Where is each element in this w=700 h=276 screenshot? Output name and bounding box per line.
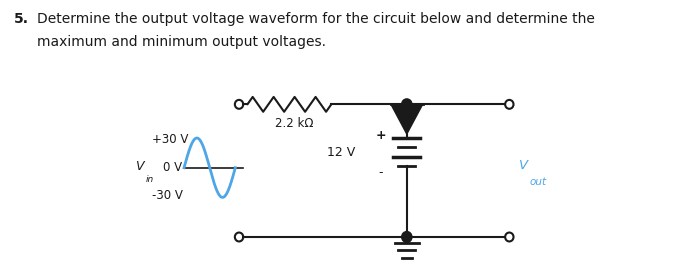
Circle shape: [402, 232, 412, 242]
Polygon shape: [391, 104, 423, 134]
Circle shape: [402, 99, 412, 110]
Text: 0 V: 0 V: [162, 161, 182, 174]
Text: maximum and minimum output voltages.: maximum and minimum output voltages.: [37, 35, 326, 49]
Text: -: -: [379, 166, 383, 179]
Text: 2.2 kΩ: 2.2 kΩ: [275, 117, 314, 130]
Text: +: +: [375, 129, 386, 142]
Text: -30 V: -30 V: [153, 189, 183, 202]
Text: out: out: [530, 177, 547, 187]
Text: 5.: 5.: [13, 12, 29, 26]
Text: +30 V: +30 V: [153, 134, 189, 147]
Text: V: V: [519, 159, 528, 172]
Text: 12 V: 12 V: [328, 146, 356, 159]
Text: Determine the output voltage waveform for the circuit below and determine the: Determine the output voltage waveform fo…: [37, 12, 595, 26]
Text: in: in: [146, 175, 154, 184]
Text: V: V: [134, 160, 144, 173]
